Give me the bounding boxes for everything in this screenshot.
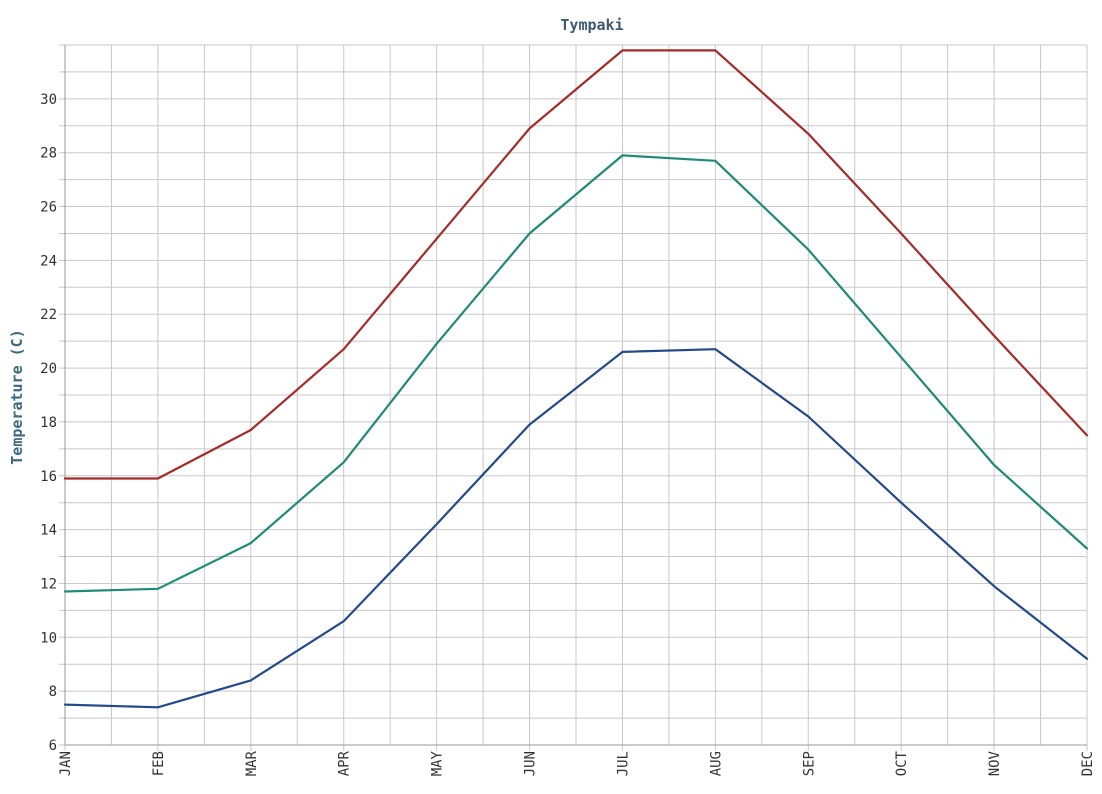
y-tick-label: 14 (40, 523, 57, 539)
y-tick-label: 8 (49, 684, 57, 700)
y-tick-label: 20 (40, 361, 57, 377)
x-tick-label: JUN (523, 751, 539, 776)
y-tick-label: 30 (40, 92, 57, 108)
x-tick-label: OCT (894, 750, 910, 776)
y-tick-label: 18 (40, 415, 57, 431)
x-tick-label: JAN (58, 751, 74, 776)
x-tick-label: NOV (987, 750, 1003, 776)
chart-title: Tympaki (560, 16, 623, 34)
x-tick-label: DEC (1080, 751, 1096, 776)
y-tick-label: 16 (40, 469, 57, 485)
y-tick-label: 10 (40, 630, 57, 646)
x-axis-ticks: JAN FEB MAR APR MAY JUN JUL AUG SEP OCT NOV DEC (58, 750, 1096, 776)
y-axis-label: Temperature (C) (8, 329, 26, 464)
y-tick-label: 6 (49, 738, 57, 754)
x-tick-label: FEB (151, 751, 167, 776)
x-tick-label: AUG (708, 751, 724, 776)
x-tick-label: MAR (244, 750, 260, 776)
x-tick-label: SEP (801, 751, 817, 776)
y-tick-label: 26 (40, 200, 57, 216)
y-tick-label: 12 (40, 576, 57, 592)
x-tick-label: APR (337, 750, 353, 776)
y-tick-label: 28 (40, 146, 57, 162)
series-layer (63, 49, 1089, 709)
y-tick-label: 24 (40, 253, 57, 269)
series-line-3 (63, 348, 1089, 709)
y-axis-ticks: 6 8 10 12 14 16 18 20 22 24 26 28 30 (40, 92, 57, 754)
x-tick-label: MAY (430, 750, 446, 776)
x-tick-label: JUL (615, 751, 631, 776)
y-tick-label: 22 (40, 307, 57, 323)
grid (59, 44, 1088, 751)
series-line-1 (63, 49, 1089, 480)
series-line-2 (63, 154, 1089, 593)
